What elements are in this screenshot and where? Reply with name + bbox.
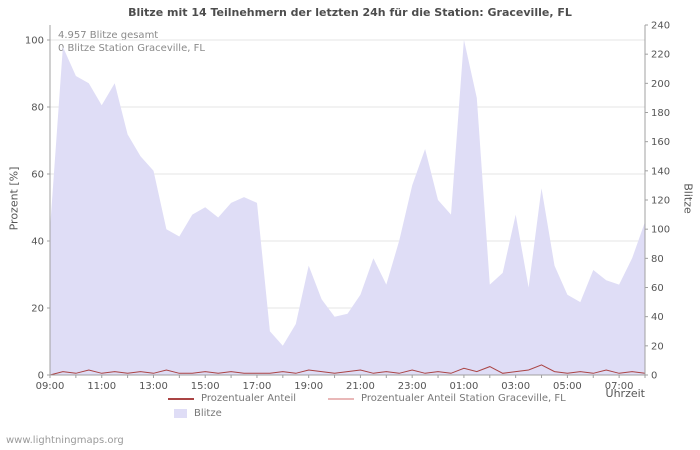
- blitze-area-series: [50, 39, 645, 375]
- legend-line-swatch-station: [328, 397, 355, 400]
- y-tick-label-left: 0: [38, 371, 44, 382]
- y-tick-label-left: 20: [31, 304, 44, 315]
- legend-label-blitze: Blitze: [194, 408, 222, 419]
- y-tick-label-right: 140: [651, 166, 670, 177]
- y-tick-label-left: 60: [31, 170, 44, 181]
- y-tick-label-right: 160: [651, 137, 670, 148]
- annotation-total-blitze: 4.957 Blitze gesamt: [58, 30, 159, 41]
- y-tick-label-right: 200: [651, 79, 670, 90]
- legend: Prozentualer Anteil Prozentualer Anteil …: [168, 391, 598, 421]
- legend-item-station: Prozentualer Anteil Station Graceville, …: [328, 393, 566, 404]
- x-tick-label: 15:00: [191, 381, 220, 392]
- x-tick-label: 19:00: [294, 381, 323, 392]
- y-tick-label-right: 100: [651, 225, 670, 236]
- y-tick-label-left: 80: [31, 103, 44, 114]
- x-tick-label: 05:00: [553, 381, 582, 392]
- x-tick-label: 21:00: [346, 381, 375, 392]
- percent-line-series: [49, 364, 646, 376]
- legend-row-area: Blitze: [168, 406, 598, 421]
- x-axis-label: Uhrzeit: [605, 387, 645, 400]
- watermark: www.lightningmaps.org: [6, 435, 124, 446]
- y-tick-label-right: 220: [651, 50, 670, 61]
- x-tick-label: 01:00: [449, 381, 478, 392]
- x-tick-label: 17:00: [243, 381, 272, 392]
- y-tick-label-right: 20: [651, 341, 664, 352]
- x-tick-label: 11:00: [87, 381, 116, 392]
- y-tick-label-left: 40: [31, 237, 44, 248]
- x-tick-label: 03:00: [501, 381, 530, 392]
- x-tick-label: 09:00: [36, 381, 65, 392]
- legend-item-percent: Prozentualer Anteil: [168, 393, 296, 404]
- chart-title: Blitze mit 14 Teilnehmern der letzten 24…: [128, 6, 572, 19]
- y-tick-label-right: 0: [651, 371, 657, 382]
- annotation-station-blitze: 0 Blitze Station Graceville, FL: [58, 43, 205, 54]
- y-tick-label-right: 80: [651, 254, 664, 265]
- x-tick-label: 07:00: [605, 381, 634, 392]
- legend-label-station: Prozentualer Anteil Station Graceville, …: [361, 393, 566, 404]
- y-tick-label-right: 240: [651, 21, 670, 32]
- legend-label-percent: Prozentualer Anteil: [201, 393, 297, 404]
- y-tick-label-right: 120: [651, 196, 670, 207]
- x-tick-label: 23:00: [398, 381, 427, 392]
- legend-area-swatch-blitze: [174, 409, 187, 418]
- legend-item-blitze: Blitze: [168, 408, 222, 419]
- y-tick-label-right: 180: [651, 108, 670, 119]
- x-tick-label: 13:00: [139, 381, 168, 392]
- y-tick-label-left: 100: [25, 36, 44, 47]
- y-tick-label-right: 60: [651, 283, 664, 294]
- y-tick-label-right: 40: [651, 312, 664, 323]
- legend-line-swatch-percent: [168, 397, 194, 400]
- legend-row-lines: Prozentualer Anteil Prozentualer Anteil …: [168, 391, 598, 406]
